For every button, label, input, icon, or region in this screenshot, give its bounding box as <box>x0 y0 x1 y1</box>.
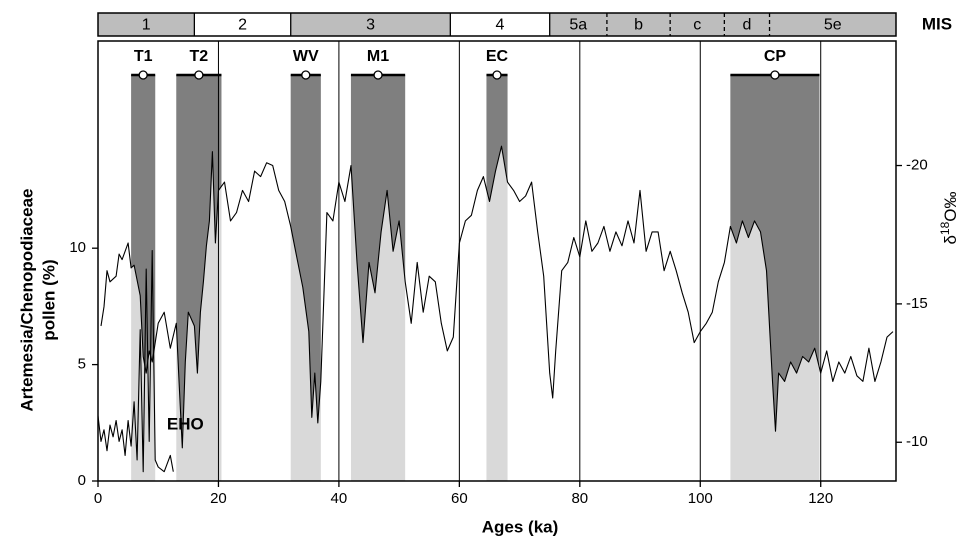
y2-label-prefix: δ <box>941 235 960 244</box>
event-label: EC <box>486 48 509 65</box>
event-label: WV <box>293 48 319 65</box>
event-label: T2 <box>190 48 209 65</box>
y2-axis-label: δ18O‰ <box>938 191 960 244</box>
series-line <box>97 249 174 473</box>
x-tick-label: 40 <box>331 490 348 507</box>
mis-stage-label: d <box>742 17 751 34</box>
y2-tick-label: -10 <box>906 433 928 450</box>
y-tick-label: 10 <box>69 239 86 256</box>
event-markers: T1 T2 WV M1 EC CP EHO <box>131 48 820 434</box>
y2-tick-label: -15 <box>906 295 928 312</box>
y2-tick-label: -20 <box>906 156 928 173</box>
mis-stage <box>290 13 451 36</box>
event-bands <box>131 75 820 481</box>
mis-stage <box>194 13 291 36</box>
mis-stage <box>98 13 195 36</box>
event-center <box>770 70 780 80</box>
mis-stage <box>670 13 725 36</box>
x-tick-label: 80 <box>571 490 588 507</box>
mis-stage <box>724 13 770 36</box>
mis-stage-label: c <box>693 17 701 34</box>
x-tick-label: 60 <box>451 490 468 507</box>
y2-label-suffix: O‰ <box>941 191 960 221</box>
y2-label-sup: 18 <box>938 221 952 235</box>
mis-stage-label: 1 <box>142 17 151 34</box>
mis-stage-label: 5a <box>569 17 587 34</box>
event-center <box>373 70 383 80</box>
x-tick-label: 20 <box>210 490 227 507</box>
mis-bar: 1 2 3 4 5a b c d 5e <box>97 12 897 37</box>
event-label: T1 <box>134 48 153 65</box>
mis-stage-label: 4 <box>496 17 505 34</box>
event-label: M1 <box>367 48 389 65</box>
y-axis-label: pollen (%) <box>39 259 58 340</box>
mis-frame <box>97 12 897 37</box>
event-center <box>138 70 148 80</box>
axes: 0 20 40 60 80 100 120 0 5 10 -10 -15 -20 <box>69 40 928 507</box>
event-center <box>492 70 502 80</box>
mis-label: MIS <box>922 14 952 33</box>
mis-stage-label: 2 <box>238 17 247 34</box>
series-line <box>100 145 894 449</box>
mis-stage-label: b <box>634 17 643 34</box>
mis-stage <box>549 13 607 36</box>
mis-stage-label: 3 <box>366 17 375 34</box>
mis-stage-label: 5e <box>824 17 842 34</box>
mis-stage <box>606 13 671 36</box>
event-center <box>194 70 204 80</box>
mis-stage <box>450 13 550 36</box>
event-center <box>301 70 311 80</box>
mis-stage <box>769 13 896 36</box>
x-tick-label: 0 <box>94 490 102 507</box>
series-lines <box>97 145 894 473</box>
y-tick-label: 0 <box>78 472 86 489</box>
event-label: CP <box>764 48 787 65</box>
x-axis-label: Ages (ka) <box>482 517 559 536</box>
x-tick-label: 120 <box>808 490 833 507</box>
y-tick-label: 5 <box>78 356 86 373</box>
y-axis-label: Artemesia/Chenopodiaceae <box>17 189 36 412</box>
annotation: EHO <box>167 415 204 434</box>
grid <box>217 41 822 481</box>
plot-frame <box>97 40 897 482</box>
x-tick-label: 100 <box>688 490 713 507</box>
